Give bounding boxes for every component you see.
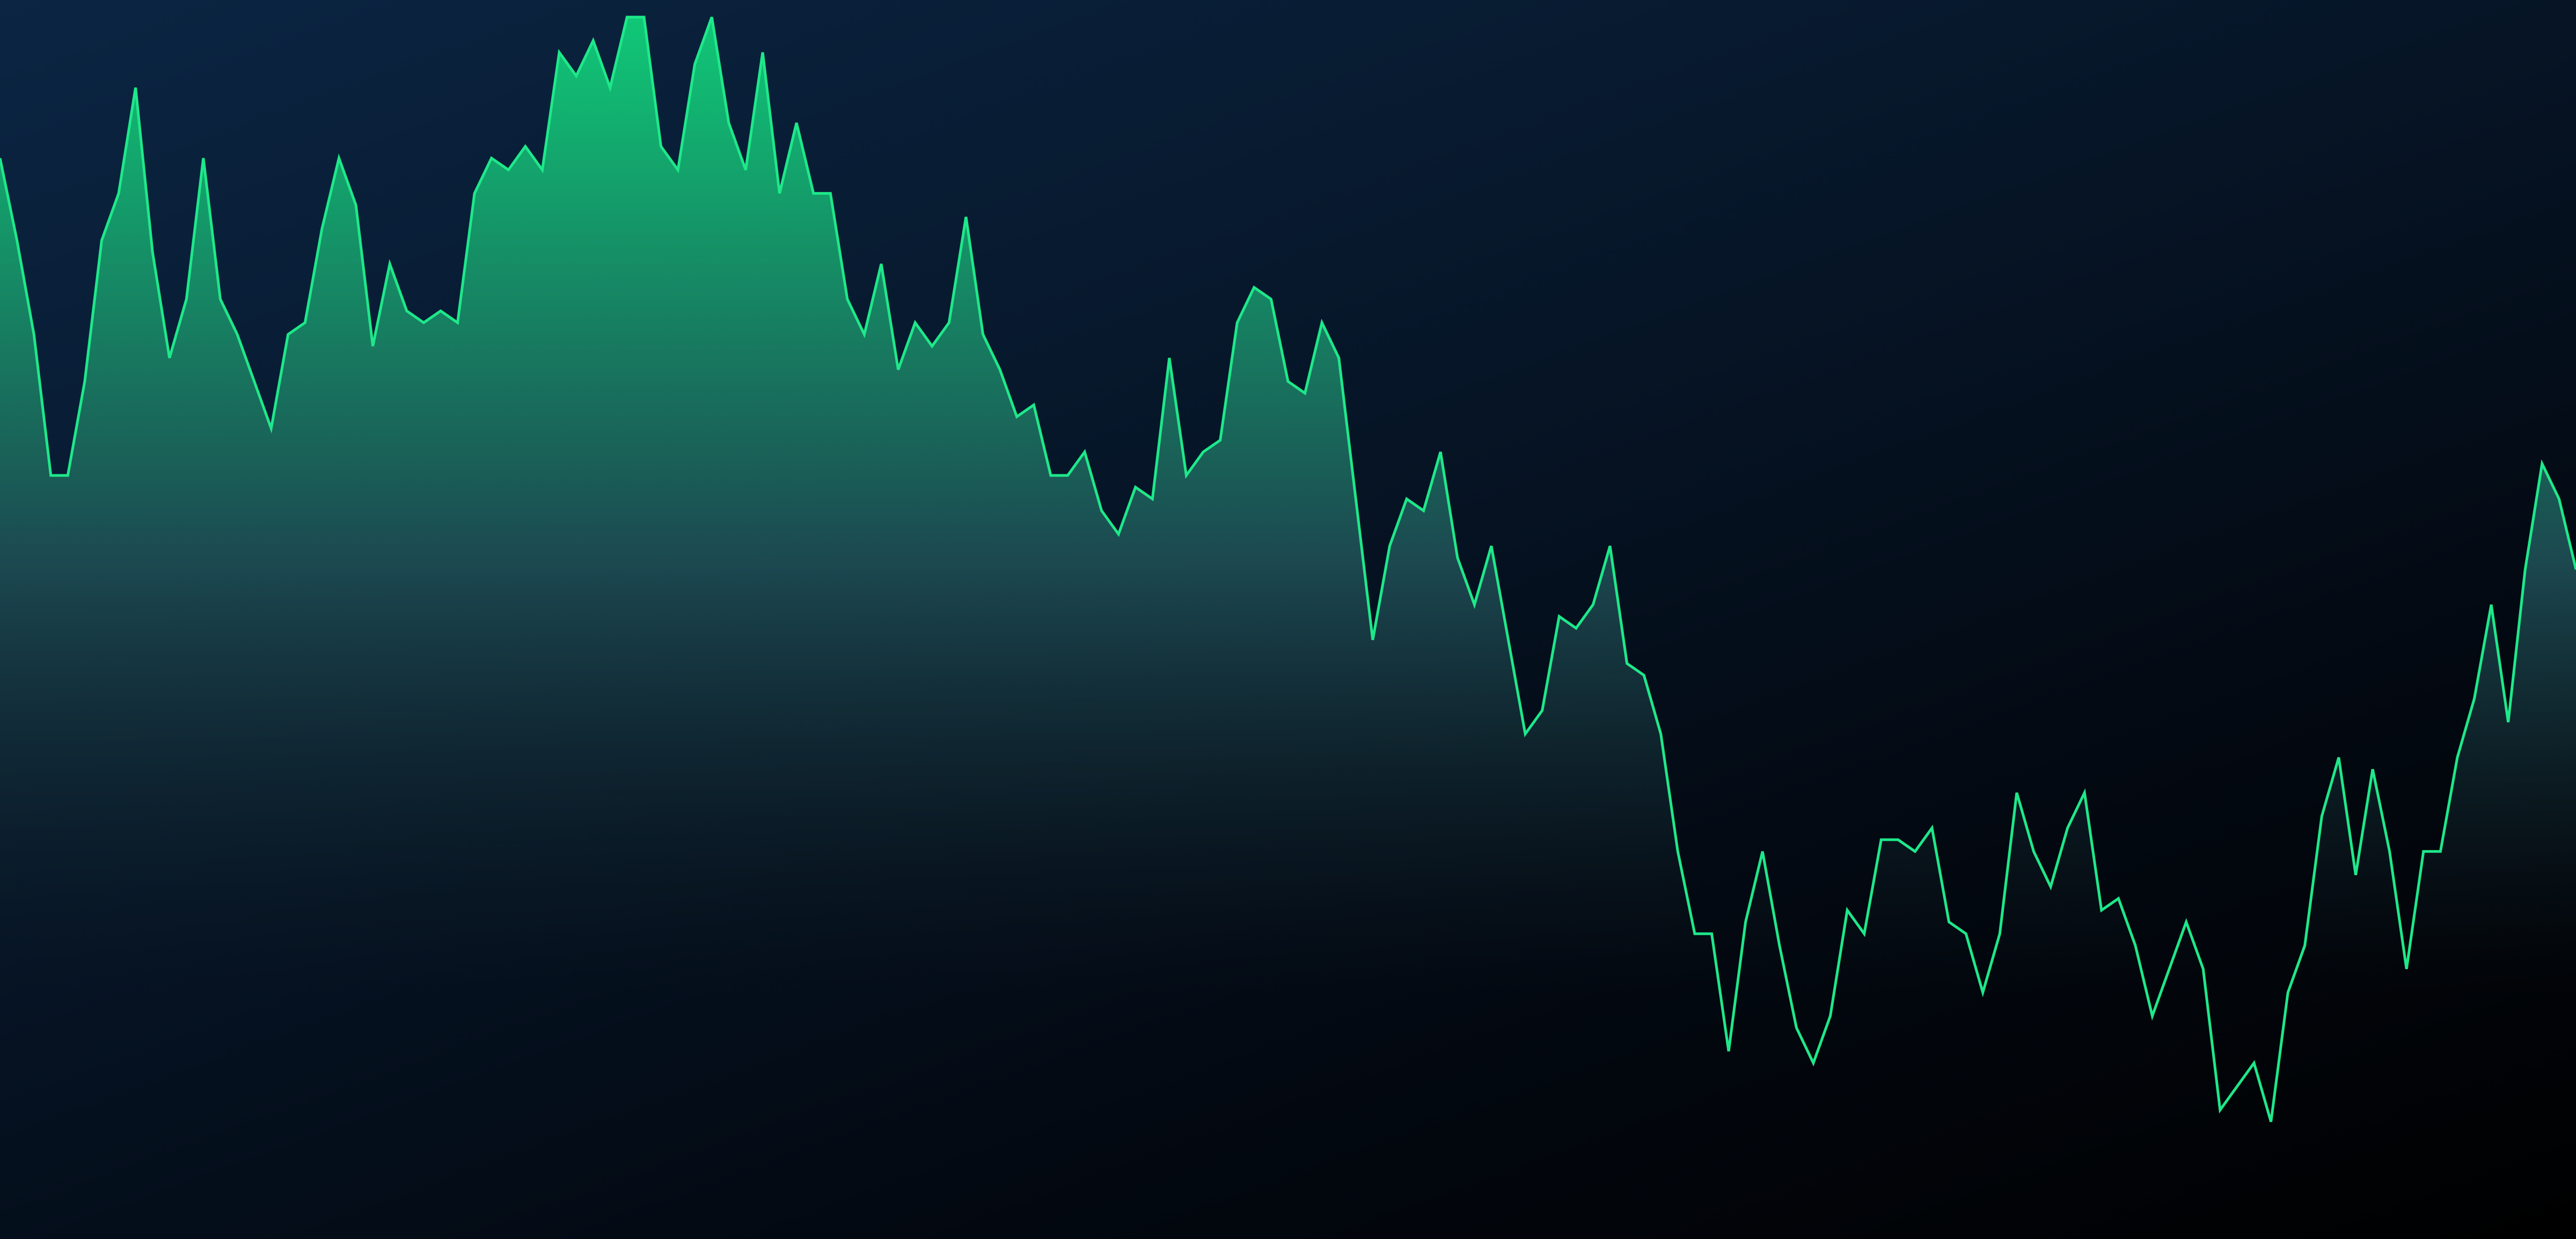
series-area-fill	[0, 17, 2576, 1239]
series-line	[0, 16, 2576, 1123]
